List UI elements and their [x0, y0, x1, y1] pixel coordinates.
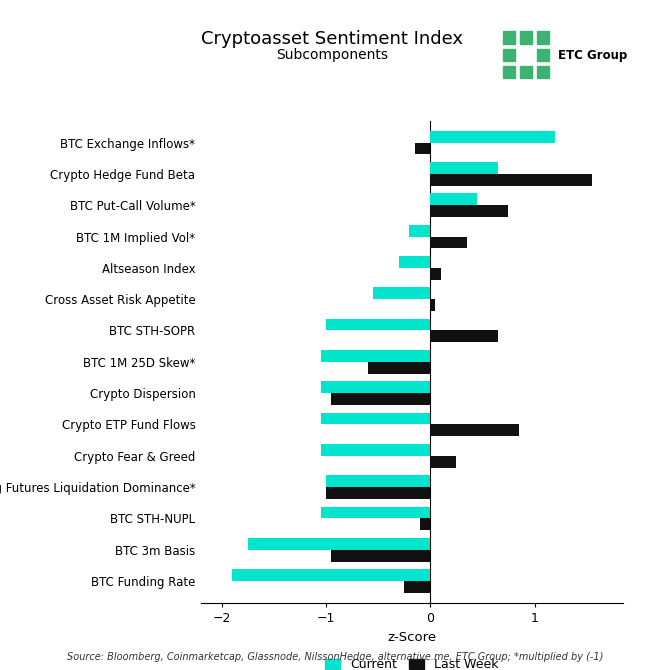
Bar	[430, 268, 441, 280]
Bar	[373, 287, 430, 299]
Bar	[331, 393, 430, 405]
Bar	[430, 162, 498, 174]
Bar	[430, 330, 498, 342]
Bar	[404, 581, 430, 593]
Bar	[415, 143, 430, 154]
Legend: Current, Last Week: Current, Last Week	[320, 653, 504, 670]
Bar	[430, 193, 477, 205]
Text: Source: Bloomberg, Coinmarketcap, Glassnode, NilssonHedge, alternative.me, ETC G: Source: Bloomberg, Coinmarketcap, Glassn…	[67, 652, 603, 662]
Bar	[420, 519, 430, 531]
Bar	[326, 318, 430, 330]
Bar	[430, 456, 456, 468]
Bar	[430, 174, 592, 186]
X-axis label: z-Score: z-Score	[387, 630, 437, 644]
Bar	[321, 444, 430, 456]
Bar	[430, 425, 519, 436]
Bar	[321, 413, 430, 425]
Bar	[321, 350, 430, 362]
Text: Cryptoasset Sentiment Index: Cryptoasset Sentiment Index	[200, 30, 463, 48]
Bar	[248, 538, 430, 550]
Bar	[326, 487, 430, 499]
Text: ETC Group: ETC Group	[558, 49, 627, 62]
Bar	[430, 131, 555, 143]
Bar	[331, 550, 430, 561]
Bar	[409, 224, 430, 237]
Bar	[399, 256, 430, 268]
Text: Subcomponents: Subcomponents	[275, 48, 388, 62]
Bar	[321, 381, 430, 393]
Bar	[430, 205, 509, 217]
Bar	[430, 299, 436, 311]
Bar	[232, 570, 430, 581]
Bar	[326, 475, 430, 487]
Bar	[321, 507, 430, 519]
Bar	[430, 237, 467, 249]
Bar	[368, 362, 430, 374]
